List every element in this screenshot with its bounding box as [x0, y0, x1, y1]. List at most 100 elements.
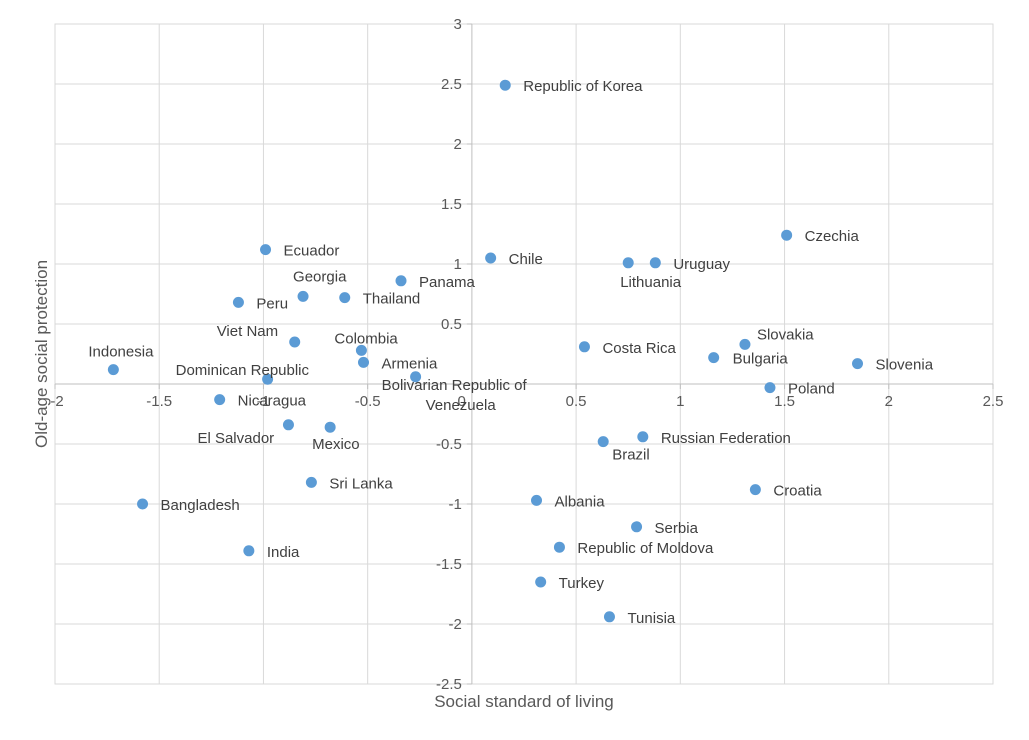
- data-point: [637, 431, 649, 443]
- data-label: Mexico: [312, 436, 360, 453]
- data-point: [289, 336, 301, 348]
- y-tick-label: 2: [454, 136, 462, 153]
- data-label-continued: Venezuela: [426, 397, 497, 414]
- y-tick-label: 1: [454, 256, 462, 273]
- y-tick-label: -1.5: [436, 556, 462, 573]
- y-tick-label: -2: [449, 616, 462, 633]
- data-label: Indonesia: [88, 344, 154, 361]
- data-point: [764, 382, 776, 394]
- data-label: Colombia: [334, 330, 398, 347]
- data-point: [243, 545, 255, 557]
- data-label: Panama: [419, 274, 476, 291]
- x-tick-label: 2.5: [983, 393, 1004, 410]
- data-label: Republic of Korea: [523, 78, 643, 95]
- data-point: [781, 229, 793, 241]
- x-tick-label: 2: [885, 393, 893, 410]
- data-point: [649, 257, 661, 269]
- data-label: Thailand: [363, 291, 421, 308]
- data-label: Costa Rica: [602, 340, 676, 357]
- data-point: [137, 498, 149, 510]
- data-point: [631, 521, 643, 533]
- data-point: [232, 296, 244, 308]
- data-label: Armenia: [381, 355, 438, 372]
- data-label: El Salvador: [197, 430, 274, 447]
- data-point: [535, 576, 547, 588]
- data-point: [597, 436, 609, 448]
- x-tick-label: 1.5: [774, 393, 795, 410]
- x-tick-label: -0.5: [355, 393, 381, 410]
- data-label: Croatia: [773, 483, 822, 500]
- x-tick-label: -1: [257, 393, 270, 410]
- data-point: [622, 257, 634, 269]
- data-label: Republic of Moldova: [577, 540, 714, 557]
- y-tick-label: -1: [449, 496, 462, 513]
- data-label: Nicaragua: [238, 393, 307, 410]
- x-axis-title: Social standard of living: [434, 692, 614, 711]
- data-label: Turkey: [559, 575, 605, 592]
- data-label: Poland: [788, 381, 835, 398]
- x-tick-label: 0: [458, 393, 466, 410]
- data-label: Serbia: [655, 520, 699, 537]
- data-point: [339, 292, 351, 304]
- data-point: [262, 373, 274, 385]
- y-tick-label: -2.5: [436, 676, 462, 693]
- data-point: [531, 494, 543, 506]
- data-label: Albania: [555, 493, 606, 510]
- data-point: [107, 364, 119, 376]
- data-labels: Republic of Korea Czechia Ecuador Chile Lith…: [88, 78, 933, 627]
- data-point: [214, 394, 226, 406]
- y-axis-title: Old-age social protection: [32, 260, 51, 448]
- plot-border: [54, 23, 994, 685]
- grid-lines: [54, 23, 994, 685]
- data-points: [107, 79, 864, 623]
- data-point: [499, 79, 511, 91]
- data-point: [357, 356, 369, 368]
- data-label: Slovakia: [757, 326, 814, 343]
- data-point: [553, 541, 565, 553]
- y-tick-label: 2.5: [441, 76, 462, 93]
- x-tick-label: 1: [676, 393, 684, 410]
- data-label: Bangladesh: [161, 497, 240, 514]
- data-point: [485, 252, 497, 264]
- data-point: [355, 344, 367, 356]
- data-point: [395, 275, 407, 287]
- tick-labels: -2 -1.5 -1 -0.5 0 0.5 1 1.5 2 2.5 -2.5 -2 -1.5 -1 -0.5…: [50, 16, 1003, 693]
- x-tick-label: 0.5: [566, 393, 587, 410]
- axes: [54, 23, 994, 685]
- data-label: Brazil: [612, 447, 650, 464]
- data-label: Sri Lanka: [329, 475, 393, 492]
- data-label: Dominican Republic: [176, 362, 310, 379]
- data-label: Georgia: [293, 268, 347, 285]
- data-point: [260, 244, 272, 256]
- y-tick-label: 1.5: [441, 196, 462, 213]
- data-label: Czechia: [805, 228, 860, 245]
- data-label: Lithuania: [620, 274, 682, 291]
- data-label: Chile: [509, 251, 543, 268]
- data-label: Uruguay: [673, 256, 730, 273]
- data-point: [578, 341, 590, 353]
- data-label: Russian Federation: [661, 430, 791, 447]
- data-label: Slovenia: [876, 357, 934, 374]
- data-point: [324, 421, 336, 433]
- x-tick-label: -2: [50, 393, 63, 410]
- data-label: Viet Nam: [217, 323, 278, 340]
- data-label: Peru: [256, 295, 288, 312]
- y-tick-label: -0.5: [436, 436, 462, 453]
- data-point: [749, 484, 761, 496]
- data-label: Bolivarian Republic of: [382, 377, 528, 394]
- data-point: [852, 358, 864, 370]
- data-label: Bulgaria: [733, 351, 789, 368]
- data-label: Ecuador: [284, 243, 340, 260]
- data-point: [739, 338, 751, 350]
- x-tick-label: -1.5: [146, 393, 172, 410]
- data-point: [410, 371, 422, 383]
- data-point: [708, 352, 720, 364]
- y-tick-label: 3: [454, 16, 462, 33]
- data-point: [282, 419, 294, 431]
- y-tick-label: 0.5: [441, 316, 462, 333]
- data-point: [603, 611, 615, 623]
- data-label: India: [267, 544, 300, 561]
- data-point: [297, 290, 309, 302]
